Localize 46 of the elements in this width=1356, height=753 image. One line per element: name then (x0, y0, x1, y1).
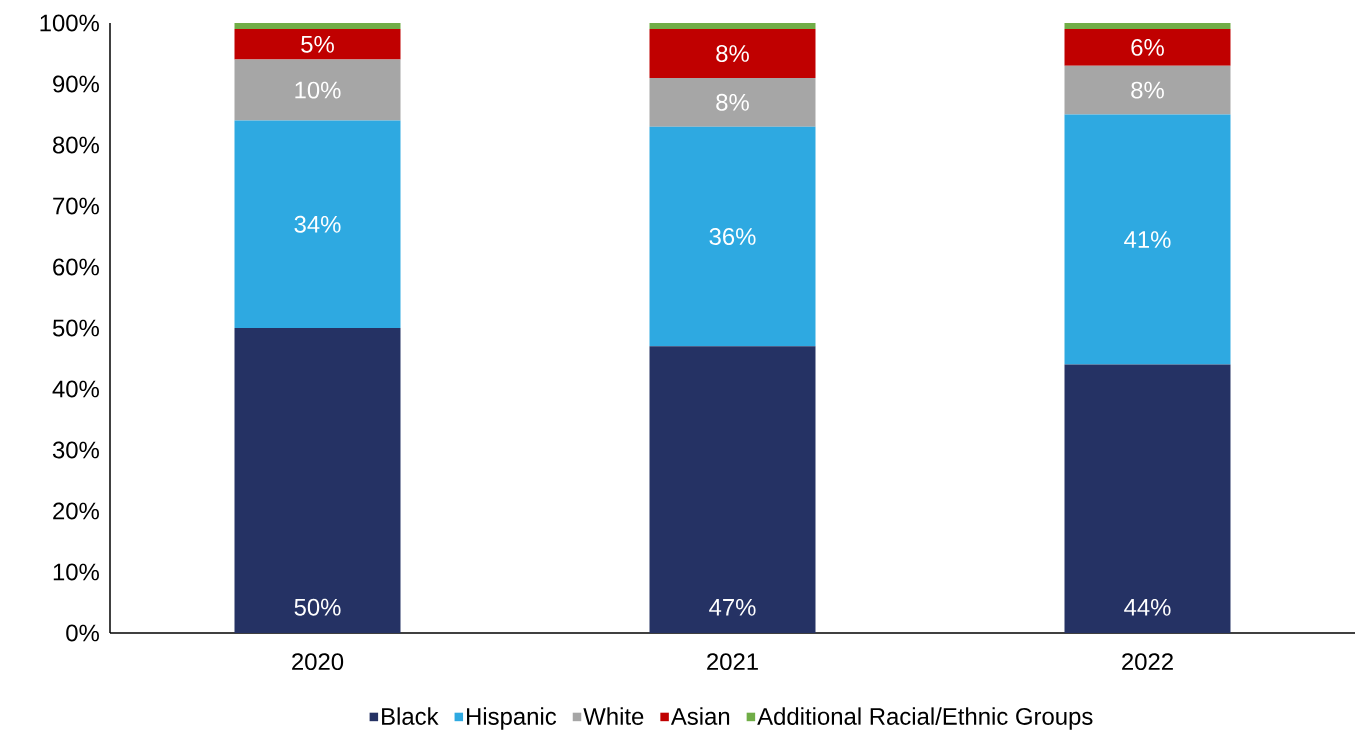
data-label: 10% (295, 81, 341, 99)
bar (1064, 29, 1231, 66)
data-label: 34% (294, 215, 341, 233)
bar (1064, 22, 1231, 30)
data-label: 47% (709, 598, 756, 616)
bar (1064, 364, 1231, 633)
bar (1064, 114, 1231, 365)
legend-label: White (583, 707, 644, 725)
data-label: 41% (1124, 231, 1171, 248)
y-tick-label: 10% (53, 563, 99, 581)
y-tick-label: 30% (52, 441, 99, 459)
legend-label: Hispanic (467, 707, 557, 730)
bar (234, 29, 401, 60)
y-tick-label: 80% (53, 136, 99, 154)
bar (649, 29, 816, 78)
bar (234, 120, 401, 328)
bar (649, 346, 816, 633)
data-label: 50% (294, 598, 341, 616)
data-label: 8% (716, 45, 749, 62)
bar (234, 328, 401, 633)
bar (1064, 65, 1231, 115)
y-tick-label: 60% (53, 258, 99, 276)
y-tick-label: 70% (53, 197, 99, 215)
x-tick-label: 2021 (707, 653, 758, 671)
y-tick-label: 40% (52, 380, 99, 398)
x-tick-label: 2022 (1122, 653, 1173, 671)
data-label: 6% (1131, 38, 1164, 56)
bar (649, 22, 816, 30)
y-tick-label: 50% (52, 319, 99, 337)
bar (234, 22, 401, 30)
bar (649, 77, 816, 127)
y-tick-label: 0% (66, 624, 99, 642)
data-label: 44% (1124, 598, 1171, 616)
y-tick-label: 20% (53, 502, 99, 520)
bar (649, 126, 816, 347)
data-label: 8% (1131, 81, 1164, 99)
x-tick-label: 2020 (292, 653, 344, 671)
legend-label: Asian (670, 707, 730, 725)
y-tick-label: 100% (40, 14, 99, 32)
legend-label: Black (382, 707, 439, 725)
data-label: 8% (716, 93, 749, 111)
bar (234, 59, 401, 121)
data-label: 36% (709, 228, 756, 245)
y-tick-label: 90% (53, 75, 99, 93)
data-label: 5% (301, 35, 334, 53)
legend-label: Additional Racial/Ethnic Groups (757, 707, 1093, 730)
